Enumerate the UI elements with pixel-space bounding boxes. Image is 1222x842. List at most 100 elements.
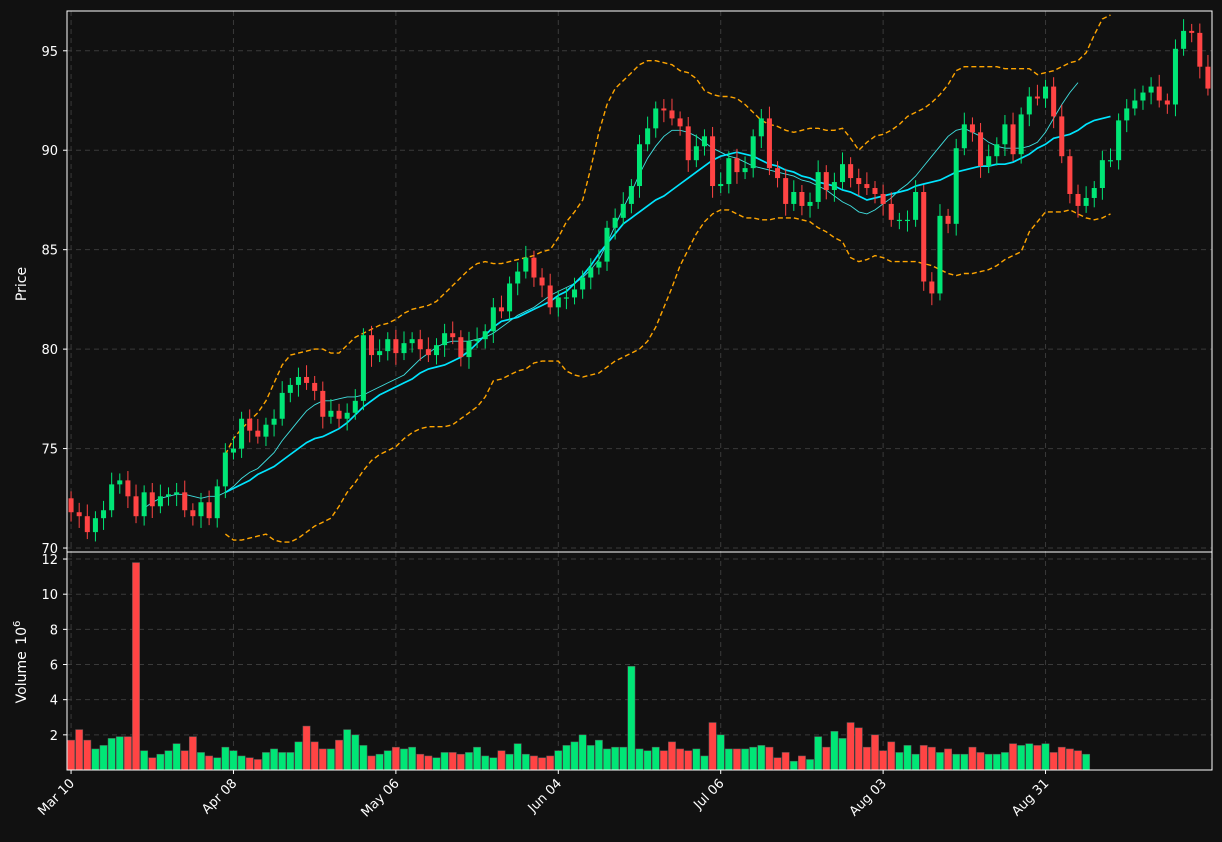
volume-bar [75, 729, 84, 771]
candle-body [653, 108, 659, 129]
candle-body [986, 156, 992, 167]
volume-bar [814, 736, 823, 771]
volume-bar [895, 752, 904, 771]
volume-bar [554, 750, 563, 771]
candle-body [555, 297, 561, 308]
candle-body [482, 331, 488, 340]
candle-body [904, 219, 910, 222]
volume-bar [335, 739, 343, 771]
volume-bar [830, 731, 839, 771]
volume-bar [262, 752, 270, 771]
volume-bar [294, 741, 303, 771]
candle-body [896, 219, 902, 222]
candle-body [523, 257, 529, 272]
volume-panel-frame [66, 551, 1213, 771]
candle-body [807, 201, 813, 206]
volume-bar [798, 755, 806, 771]
candle-body [1034, 96, 1040, 99]
volume-bar [611, 746, 620, 771]
candle-body [360, 335, 366, 401]
volume-bar [676, 748, 685, 771]
volume-bar [903, 745, 912, 771]
volume-bar [1065, 748, 1074, 771]
candle-body [1010, 124, 1016, 155]
volume-bar [822, 746, 831, 771]
candle-body [588, 267, 594, 278]
candle-body [726, 158, 732, 185]
volume-bar [976, 752, 985, 771]
candle-body [888, 203, 894, 220]
volume-tick-label: 10 [41, 588, 58, 603]
volume-bar [846, 722, 855, 771]
volume-bar [952, 753, 961, 771]
candle-body [669, 110, 675, 119]
candle-body [872, 188, 878, 194]
volume-bar [1025, 743, 1034, 771]
candlesticks [68, 19, 1211, 542]
candle-body [255, 430, 261, 437]
volume-bar [789, 760, 798, 771]
candle-body [295, 376, 301, 385]
candle-body [271, 418, 277, 425]
candle-body [1091, 188, 1097, 198]
candle-body [766, 118, 772, 169]
candle-body [393, 339, 399, 354]
candle-body [1164, 100, 1170, 105]
candle-body [425, 349, 431, 356]
candle-body [157, 496, 163, 507]
volume-bar [424, 755, 433, 771]
volume-y-axis: 2 4 6 8 10 12 [41, 553, 67, 744]
volume-bar [871, 734, 879, 771]
candle-body [401, 343, 407, 354]
volume-bar [497, 750, 506, 771]
volume-bar [806, 759, 814, 771]
candle-body [1018, 114, 1024, 155]
volume-bar [188, 736, 197, 771]
candle-body [101, 510, 107, 519]
volume-bar [197, 752, 205, 771]
volume-bar [992, 753, 1001, 771]
candle-body [864, 184, 870, 189]
candle-body [563, 297, 569, 299]
volume-bar [67, 739, 75, 771]
candle-body [693, 146, 699, 161]
candle-body [336, 410, 342, 419]
volume-bar [765, 746, 774, 771]
volume-axis-label: Volume 106 [12, 621, 30, 704]
candle-body [222, 452, 228, 487]
candle-body [247, 418, 253, 431]
candle-body [1148, 86, 1154, 93]
candle-body [352, 400, 358, 413]
candle-body [645, 128, 651, 145]
volume-bar [205, 755, 214, 771]
volume-bar [668, 741, 676, 771]
candle-body [442, 333, 448, 346]
candle-body [701, 136, 707, 147]
candle-body [109, 484, 115, 511]
candle-body [921, 191, 927, 282]
candle-body [1205, 66, 1211, 89]
candle-body [880, 193, 886, 204]
candle-body [742, 168, 748, 173]
candle-body [1156, 86, 1162, 101]
volume-bar [132, 562, 140, 771]
volume-bar [586, 745, 595, 771]
volume-axis-label-base: 10 [14, 627, 30, 645]
candle-body [490, 307, 496, 332]
bollinger-bands [224, 14, 1111, 543]
volume-bar [91, 748, 100, 771]
candle-body [815, 172, 821, 202]
volume-bar [854, 727, 863, 771]
candle-body [775, 168, 781, 179]
fast-moving-average-line [143, 82, 1079, 509]
volume-bar [115, 736, 124, 771]
candle-body [823, 172, 829, 191]
candle-body [304, 376, 310, 383]
volume-tick-label: 8 [50, 623, 58, 638]
price-tick-label: 75 [41, 443, 58, 458]
candle-body [750, 136, 756, 169]
candle-body [182, 492, 188, 511]
candle-body [149, 492, 155, 507]
